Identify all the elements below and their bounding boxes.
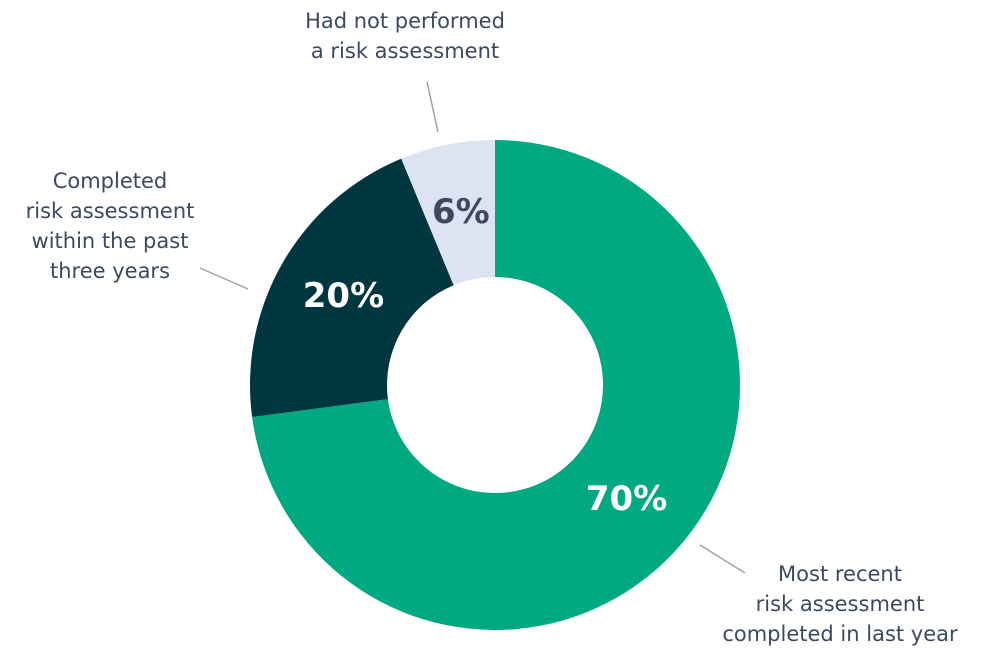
leader-line [199, 267, 249, 290]
slice [401, 140, 495, 286]
leader-line [699, 544, 746, 574]
slice [252, 140, 740, 630]
leader-line [426, 81, 439, 133]
category-label: Had not performed a risk assessment [305, 9, 505, 63]
value-label: 20% [303, 276, 384, 316]
slice [250, 158, 454, 417]
value-label: 6% [432, 192, 490, 232]
value-label: 70% [586, 479, 667, 519]
category-label: Most recent risk assessment completed in l… [722, 562, 958, 646]
slices [250, 140, 740, 630]
category-label: Completed risk assessment within the past t… [26, 169, 195, 283]
